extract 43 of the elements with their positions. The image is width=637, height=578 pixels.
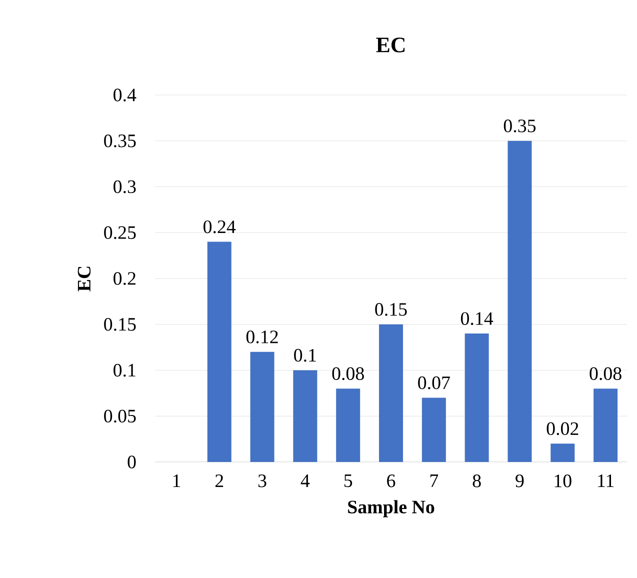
y-tick-label: 0.25 (104, 226, 136, 240)
data-label: 0.02 (546, 422, 578, 436)
x-tick-label: 5 (344, 474, 352, 488)
y-axis-title: EC (78, 266, 91, 292)
data-label: 0.35 (504, 120, 536, 132)
x-axis-title: Sample No (348, 500, 434, 518)
data-label: 0.1 (294, 348, 316, 362)
x-tick-label: 7 (430, 474, 438, 487)
x-tick-label: 3 (258, 474, 266, 488)
x-tick-label: 8 (472, 474, 481, 488)
x-tick-label: 11 (598, 474, 614, 488)
x-tick-label: 4 (300, 474, 310, 487)
data-label: 0.14 (460, 312, 494, 326)
data-label: 0.08 (590, 367, 622, 380)
bar (293, 370, 318, 462)
y-tick-label: 0.15 (104, 318, 136, 331)
bar (594, 388, 618, 462)
y-tick-label: 0.05 (104, 410, 136, 423)
y-tick-label: 0.2 (114, 272, 136, 285)
data-label: 0.08 (332, 367, 364, 380)
bar (422, 398, 446, 462)
data-label: 0.12 (246, 330, 278, 344)
y-tick-label: 0.35 (104, 134, 136, 148)
bar (336, 388, 360, 462)
x-tick-label: 6 (387, 474, 396, 488)
y-tick-label: 0.4 (114, 88, 136, 102)
bar (379, 324, 404, 462)
bar (250, 352, 274, 462)
bar (550, 444, 575, 462)
bar (464, 334, 489, 462)
bar (508, 140, 532, 462)
chart-title: EC (376, 38, 405, 52)
x-tick-label: 9 (516, 474, 524, 488)
x-tick-label: 2 (215, 474, 224, 488)
y-tick-label: 0 (128, 456, 136, 468)
y-tick-label: 0.1 (114, 364, 136, 377)
data-label: 0.15 (375, 303, 407, 316)
y-tick-label: 0.3 (114, 180, 136, 194)
data-label: 0.24 (204, 220, 236, 234)
data-label: 0.07 (418, 376, 450, 390)
bar (207, 242, 232, 462)
x-tick-label: 1 (173, 474, 180, 488)
x-tick-label: 10 (554, 474, 572, 488)
